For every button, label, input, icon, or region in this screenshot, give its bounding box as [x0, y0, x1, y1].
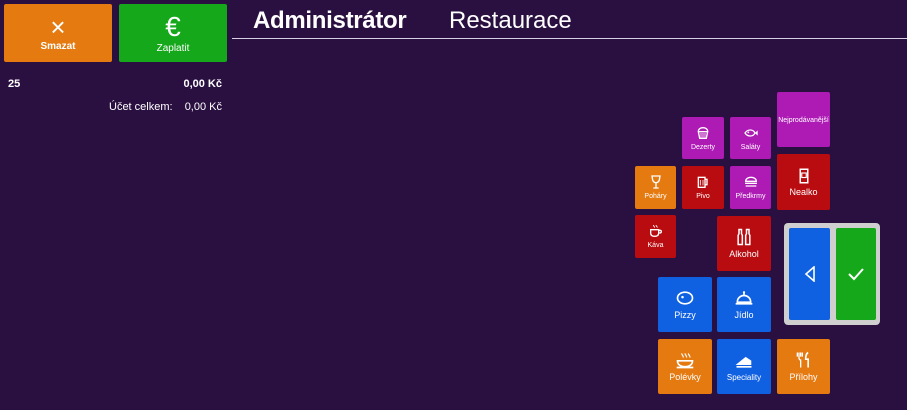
confirm-button[interactable]	[836, 228, 876, 320]
category-label: Alkohol	[729, 249, 759, 260]
category-label: Nealko	[789, 186, 818, 197]
category-label: Speciality	[726, 372, 762, 382]
category-label: Předkrmy	[735, 193, 766, 201]
coffee-cup-icon	[649, 225, 662, 238]
category-jidlo[interactable]: Jídlo	[717, 277, 771, 332]
category-kava[interactable]: Káva	[635, 215, 676, 258]
back-button[interactable]	[789, 228, 830, 320]
header-divider	[232, 38, 907, 39]
check-icon	[848, 268, 864, 281]
beer-mug-icon	[697, 176, 708, 189]
category-nejprodavanejsi[interactable]: Nejprodávanější	[777, 92, 830, 147]
category-nealko[interactable]: Nealko	[777, 154, 830, 210]
category-pivo[interactable]: Pivo	[682, 166, 724, 209]
soup-icon	[676, 353, 694, 369]
category-label: Jídlo	[734, 310, 754, 321]
euro-icon: €	[165, 10, 181, 42]
category-label: Přílohy	[789, 372, 818, 383]
cutlery-icon	[796, 352, 809, 368]
cupcake-icon	[697, 126, 709, 139]
category-speciality[interactable]: Speciality	[717, 339, 771, 394]
fish-icon	[743, 129, 758, 137]
category-pizzy[interactable]: Pizzy	[658, 277, 712, 332]
total-amount: 0,00 Kč	[184, 101, 222, 113]
category-label: Pizzy	[674, 310, 696, 321]
pay-label: Zaplatit	[156, 42, 190, 54]
category-polevky[interactable]: Polévky	[658, 339, 712, 394]
category-alkohol[interactable]: Alkohol	[717, 216, 771, 271]
burger-icon	[744, 176, 757, 187]
place-name: Restaurace	[449, 7, 572, 34]
delete-label: Smazat	[40, 40, 76, 52]
total-label: Účet celkem:	[109, 101, 173, 113]
category-label: Nejprodávanější	[778, 117, 829, 125]
delete-button[interactable]: × Smazat	[4, 4, 112, 62]
table-number[interactable]: 25	[8, 78, 21, 90]
category-predkrmy[interactable]: Předkrmy	[730, 166, 771, 209]
soda-icon	[799, 168, 808, 184]
category-label: Pivo	[696, 193, 710, 201]
category-prilohy[interactable]: Přílohy	[777, 339, 830, 394]
bottles-icon	[737, 229, 751, 246]
pay-button[interactable]: € Zaplatit	[119, 4, 227, 62]
glass-icon	[650, 175, 661, 189]
category-label: Saláty	[740, 143, 761, 151]
category-label: Káva	[647, 242, 664, 250]
category-label: Polévky	[669, 372, 701, 383]
category-label: Dezerty	[690, 143, 716, 151]
category-label: Poháry	[644, 193, 667, 201]
line-amount: 0,00 Kč	[183, 78, 222, 90]
category-salaty[interactable]: Saláty	[730, 117, 771, 159]
cake-icon	[735, 356, 752, 368]
user-name: Administrátor	[253, 7, 407, 34]
category-pohary[interactable]: Poháry	[635, 166, 676, 209]
category-dezerty[interactable]: Dezerty	[682, 117, 724, 159]
pizza-icon	[676, 291, 694, 305]
cloche-icon	[735, 291, 753, 305]
close-icon: ×	[50, 11, 66, 42]
left-triangle-icon	[804, 266, 815, 282]
